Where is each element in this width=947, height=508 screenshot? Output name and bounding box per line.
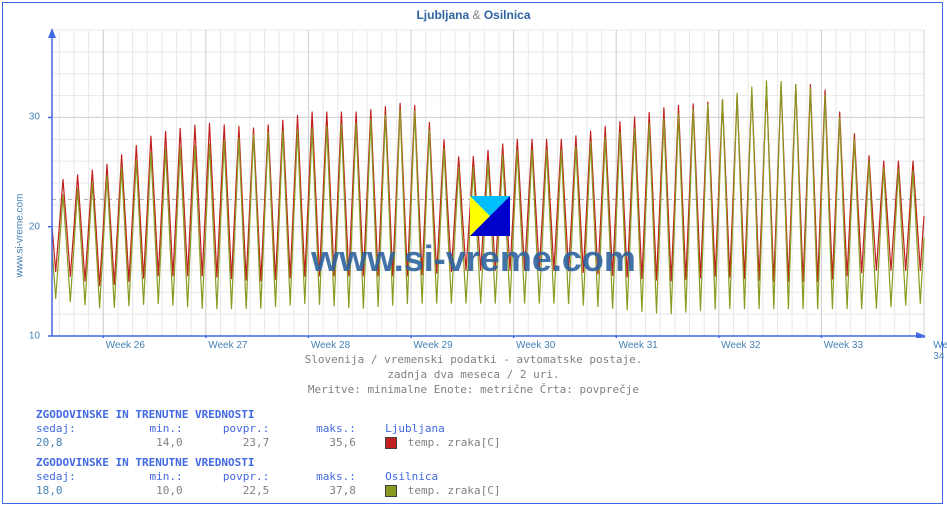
sidebar-source-link[interactable]: www.si-vreme.com: [15, 176, 26, 296]
label-now-2: sedaj:: [36, 470, 106, 484]
stats-values-row-2: 18,0 10,0 22,5 37,8 temp. zraka[C]: [36, 484, 500, 498]
stats-block-ljubljana: ZGODOVINSKE IN TRENUTNE VREDNOSTI sedaj:…: [36, 408, 500, 450]
title-series-a: Ljubljana: [416, 8, 469, 22]
label-max-2: maks.:: [276, 470, 356, 484]
sidebar-source-anchor[interactable]: www.si-vreme.com: [15, 194, 26, 278]
legend-swatch-osilnica: [385, 485, 397, 497]
label-min: min.:: [113, 422, 183, 436]
stats-labels-row-1: sedaj: min.: povpr.: maks.: Ljubljana: [36, 422, 500, 436]
y-tick-label: 30: [10, 112, 40, 123]
x-tick-label: Week 30: [516, 340, 555, 351]
caption-line-1: Slovenija / vremenski podatki - avtomats…: [0, 352, 947, 367]
value-now-1: 20,8: [36, 436, 106, 450]
x-tick-label: Week 28: [311, 340, 350, 351]
stats-block-osilnica: ZGODOVINSKE IN TRENUTNE VREDNOSTI sedaj:…: [36, 456, 500, 498]
value-avg-1: 23,7: [189, 436, 269, 450]
label-max: maks.:: [276, 422, 356, 436]
legend-measure-1: temp. zraka[C]: [408, 436, 501, 450]
y-tick-label: 10: [10, 331, 40, 342]
value-now-2: 18,0: [36, 484, 106, 498]
caption-line-3: Meritve: minimalne Enote: metrične Črta:…: [0, 382, 947, 397]
stats-header-2: ZGODOVINSKE IN TRENUTNE VREDNOSTI: [36, 456, 500, 470]
value-min-1: 14,0: [113, 436, 183, 450]
x-tick-label: Week 32: [721, 340, 760, 351]
title-separator: &: [472, 8, 480, 22]
legend-measure-2: temp. zraka[C]: [408, 484, 501, 498]
label-now: sedaj:: [36, 422, 106, 436]
caption-line-2: zadnja dva meseca / 2 uri.: [0, 367, 947, 382]
chart-svg: [46, 28, 930, 338]
x-tick-label: Week 27: [208, 340, 247, 351]
x-tick-label: Week 26: [106, 340, 145, 351]
stats-station-2: Osilnica: [385, 470, 438, 484]
value-max-1: 35,6: [276, 436, 356, 450]
stats-values-row-1: 20,8 14,0 23,7 35,6 temp. zraka[C]: [36, 436, 500, 450]
x-tick-label: Week 33: [824, 340, 863, 351]
value-avg-2: 22,5: [189, 484, 269, 498]
chart-plot-area: [46, 28, 930, 338]
y-tick-label: 20: [10, 221, 40, 232]
stats-header-1: ZGODOVINSKE IN TRENUTNE VREDNOSTI: [36, 408, 500, 422]
label-avg: povpr.:: [189, 422, 269, 436]
legend-swatch-ljubljana: [385, 437, 397, 449]
stats-station-1: Ljubljana: [385, 422, 445, 436]
label-avg-2: povpr.:: [189, 470, 269, 484]
chart-title: Ljubljana & Osilnica: [0, 8, 947, 22]
value-max-2: 37,8: [276, 484, 356, 498]
x-tick-label: Week 31: [619, 340, 658, 351]
label-min-2: min.:: [113, 470, 183, 484]
value-min-2: 10,0: [113, 484, 183, 498]
title-series-b: Osilnica: [484, 8, 531, 22]
chart-caption: Slovenija / vremenski podatki - avtomats…: [0, 352, 947, 397]
x-tick-label: Week 29: [413, 340, 452, 351]
stats-labels-row-2: sedaj: min.: povpr.: maks.: Osilnica: [36, 470, 500, 484]
